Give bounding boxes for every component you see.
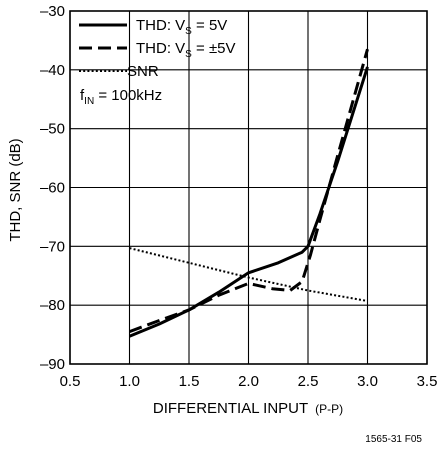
x-tick-label: 1.0 <box>119 373 140 390</box>
y-tick-label: –70 <box>40 238 65 255</box>
x-tick-label: 1.5 <box>179 373 200 390</box>
y-tick-label: –90 <box>40 356 65 373</box>
legend: THD: VS = 5V THD: VS = ±5V SNR fIN = 100… <box>79 17 236 107</box>
series-lines <box>128 48 369 338</box>
x-tick-label: 2.0 <box>238 373 259 390</box>
x-axis-label-unit: (P-P) <box>315 402 343 416</box>
legend-entry-1: THD: VS = 5V <box>136 17 227 37</box>
x-tick-label: 3.0 <box>357 373 378 390</box>
legend-entry-3: SNR <box>127 63 159 80</box>
y-tick-label: –40 <box>40 62 65 79</box>
y-tick-label: –30 <box>40 3 65 20</box>
y-tick-label: –50 <box>40 121 65 138</box>
x-axis-label: DIFFERENTIAL INPUT (P-P) <box>153 400 343 417</box>
legend-fin: fIN = 100kHz <box>80 87 162 107</box>
x-tick-label: 0.5 <box>60 373 81 390</box>
x-tick-labels: 0.5 1.0 1.5 2.0 2.5 3.0 3.5 <box>60 373 437 390</box>
grid-lines <box>69 10 428 365</box>
plot-border <box>69 10 428 365</box>
y-axis-label: THD, SNR (dB) <box>7 138 24 241</box>
series-line-dotted <box>129 247 368 302</box>
footnote: 1565-31 F05 <box>365 434 422 445</box>
x-tick-label: 3.5 <box>417 373 437 390</box>
x-tick-label: 2.5 <box>298 373 319 390</box>
series-line-dashed <box>128 48 369 334</box>
x-axis-label-main: DIFFERENTIAL INPUT <box>153 400 308 417</box>
y-tick-label: –60 <box>40 180 65 197</box>
y-tick-label: –80 <box>40 297 65 314</box>
y-tick-labels: –90 –80 –70 –60 –50 –40 –30 <box>40 3 65 373</box>
legend-entry-2: THD: VS = ±5V <box>136 40 236 60</box>
